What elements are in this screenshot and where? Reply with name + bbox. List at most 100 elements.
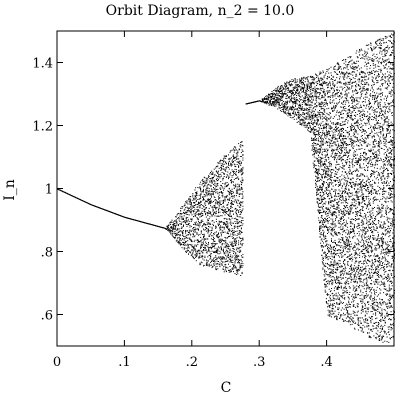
orbit-point (200, 221, 202, 223)
orbit-point (317, 143, 319, 145)
orbit-point (216, 202, 218, 204)
orbit-point (104, 209, 106, 211)
orbit-point (311, 84, 312, 86)
orbit-point (228, 178, 229, 180)
orbit-point (186, 210, 188, 212)
orbit-point (222, 183, 224, 184)
orbit-point (217, 165, 219, 167)
orbit-point (292, 97, 294, 99)
orbit-point (182, 238, 184, 240)
orbit-point (313, 139, 315, 141)
orbit-point (327, 249, 329, 251)
orbit-point (328, 250, 330, 252)
orbit-point (325, 155, 327, 157)
orbit-point (315, 168, 316, 169)
orbit-point (326, 189, 328, 191)
orbit-point (324, 74, 326, 76)
orbit-point (203, 176, 205, 178)
orbit-point (317, 119, 319, 121)
orbit-point (228, 183, 229, 185)
orbit-point (317, 88, 319, 90)
orbit-point (337, 232, 339, 234)
orbit-point (236, 269, 238, 270)
orbit-point (327, 133, 328, 135)
orbit-point (226, 243, 228, 245)
orbit-point (324, 217, 326, 219)
orbit-point (322, 169, 324, 171)
orbit-point (142, 221, 144, 223)
orbit-point (228, 193, 230, 195)
orbit-point (294, 82, 296, 84)
orbit-point (320, 136, 322, 138)
orbit-point (185, 244, 187, 246)
orbit-point (331, 206, 333, 208)
orbit-point (285, 112, 287, 114)
orbit-point (239, 266, 241, 268)
orbit-point (198, 257, 200, 259)
orbit-point (240, 246, 242, 248)
orbit-point (238, 255, 240, 257)
orbit-point (324, 166, 326, 168)
orbit-point (328, 162, 330, 164)
orbit-point (209, 223, 211, 224)
orbit-point (215, 231, 217, 233)
orbit-point (285, 84, 287, 86)
orbit-point (213, 212, 214, 214)
orbit-point (208, 218, 210, 220)
orbit-point (205, 182, 207, 184)
orbit-point (330, 204, 332, 206)
orbit-point (307, 83, 309, 85)
orbit-point (300, 78, 302, 80)
orbit-point (203, 208, 205, 210)
orbit-point (329, 294, 331, 296)
orbit-point (312, 131, 314, 133)
orbit-point (230, 243, 232, 245)
orbit-point (236, 209, 238, 211)
orbit-point (211, 215, 213, 217)
orbit-point (304, 126, 306, 128)
orbit-point (223, 249, 224, 251)
orbit-point (232, 232, 234, 234)
orbit-point (180, 218, 182, 220)
orbit-point (307, 89, 308, 91)
orbit-point (317, 203, 319, 205)
orbit-point (320, 118, 322, 120)
orbit-point (213, 240, 215, 242)
orbit-point (298, 110, 300, 112)
orbit-point (331, 247, 332, 249)
orbit-point (323, 224, 324, 226)
orbit-point (235, 195, 237, 197)
orbit-point (325, 284, 327, 286)
orbit-point (323, 91, 325, 93)
orbit-point (338, 226, 340, 228)
orbit-point (307, 87, 308, 88)
orbit-point (335, 138, 337, 140)
orbit-point (332, 271, 334, 273)
orbit-point (196, 217, 198, 219)
orbit-point (336, 147, 338, 149)
orbit-point (302, 121, 304, 123)
orbit-point (232, 262, 234, 263)
orbit-point (238, 203, 240, 204)
orbit-point (237, 219, 239, 221)
orbit-point (242, 172, 244, 174)
orbit-point (228, 168, 230, 170)
orbit-point (299, 78, 300, 80)
orbit-point (280, 88, 282, 90)
orbit-point (225, 224, 227, 226)
orbit-point (209, 216, 211, 218)
orbit-point (240, 259, 242, 261)
orbit-point (233, 237, 234, 239)
orbit-point (316, 178, 318, 180)
orbit-point (270, 104, 272, 106)
orbit-point (299, 105, 301, 106)
orbit-point (180, 243, 182, 245)
orbit-point (216, 243, 218, 245)
orbit-point (201, 226, 203, 228)
orbit-point (326, 173, 328, 175)
orbit-point (210, 212, 212, 214)
orbit-point (334, 250, 336, 252)
orbit-point (333, 313, 335, 315)
orbit-point (125, 217, 127, 219)
orbit-point (297, 111, 299, 113)
